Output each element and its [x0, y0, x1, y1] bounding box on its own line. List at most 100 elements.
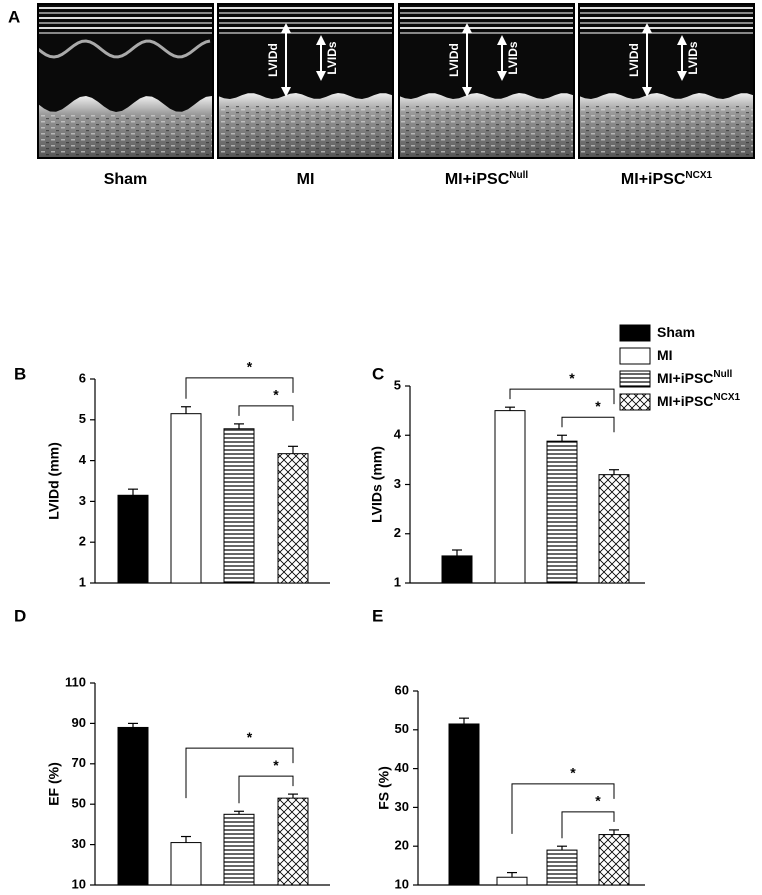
echo-band: [579, 7, 754, 9]
echo-image: [37, 3, 214, 159]
dimension-label: LVIDd: [447, 43, 461, 77]
y-tick-label: 1: [79, 574, 86, 589]
legend-swatch: [619, 370, 651, 388]
y-tick-label: 10: [395, 876, 409, 891]
legend-sup: NCX1: [713, 392, 740, 403]
y-tick-label: 2: [79, 534, 86, 549]
echo-texture: [38, 114, 213, 158]
y-axis-label: EF (%): [46, 762, 62, 806]
y-tick-label: 50: [72, 796, 86, 811]
legend-name: Sham: [657, 324, 695, 340]
echo-band: [38, 27, 213, 29]
echo-band: [399, 17, 574, 19]
echo-band: [579, 12, 754, 14]
significance-bracket: [185, 747, 294, 799]
dimension-label: LVIDs: [686, 41, 700, 74]
echo-frame: [217, 3, 394, 159]
panel-letter: A: [8, 7, 20, 26]
legend-swatch: [619, 324, 651, 342]
echo-frame: [37, 3, 214, 159]
bar: [598, 834, 630, 886]
legend-label: Sham: [657, 324, 695, 340]
y-tick-label: 30: [395, 799, 409, 814]
legend-swatch: [619, 393, 651, 411]
echo-band: [399, 27, 574, 29]
echo-texture: [218, 106, 393, 158]
y-tick-label: 10: [72, 876, 86, 891]
bar: [223, 428, 255, 584]
y-axis-label: LVIDd (mm): [46, 442, 62, 520]
echo-band: [38, 7, 213, 9]
significance-star: *: [570, 765, 576, 781]
echo-band: [218, 7, 393, 9]
y-tick-label: 5: [394, 377, 401, 392]
y-tick-label: 1: [394, 574, 401, 589]
echo-band: [579, 27, 754, 29]
legend-sup: Null: [713, 369, 732, 380]
bar: [277, 453, 309, 584]
significance-bracket: [185, 377, 294, 399]
image-label: Sham: [104, 171, 148, 188]
image-label-sup: Null: [509, 170, 528, 181]
image-label: MI+iPSCNCX1: [621, 170, 713, 189]
y-tick-label: 4: [394, 427, 402, 442]
image-label-text: MI+iPSC: [621, 171, 686, 188]
bar: [441, 555, 473, 584]
echo-band: [218, 17, 393, 19]
panel-letter: C: [372, 364, 384, 383]
y-tick-label: 50: [395, 721, 409, 736]
y-tick-label: 70: [72, 755, 86, 770]
significance-bracket: [511, 783, 615, 834]
image-label: MI: [297, 171, 315, 188]
significance-star: *: [247, 359, 253, 375]
panel-letter: D: [14, 606, 26, 625]
echo-texture: [399, 106, 574, 158]
echo-band: [399, 22, 574, 24]
bar: [170, 413, 202, 584]
dimension-label: LVIDd: [627, 43, 641, 77]
y-tick-label: 20: [395, 838, 409, 853]
legend-name: MI: [657, 347, 673, 363]
dimension-label: LVIDd: [266, 43, 280, 77]
echo-texture: [579, 106, 754, 158]
bar: [223, 813, 255, 886]
bar: [117, 494, 149, 584]
echo-band: [218, 27, 393, 29]
y-tick-label: 3: [79, 493, 86, 508]
echo-band: [38, 17, 213, 19]
significance-bracket: [238, 775, 294, 804]
y-tick-label: 2: [394, 525, 401, 540]
echo-band: [218, 12, 393, 14]
echo-band: [38, 22, 213, 24]
legend-swatch: [619, 347, 651, 365]
y-tick-label: 60: [395, 682, 409, 697]
y-tick-label: 40: [395, 760, 409, 775]
echo-septum: [37, 39, 211, 59]
significance-star: *: [595, 398, 601, 414]
y-tick-label: 90: [72, 715, 86, 730]
significance-bracket: [509, 388, 615, 405]
panel-letter: E: [372, 606, 383, 625]
legend-label: MI+iPSCNCX1: [657, 392, 741, 409]
echo-frame: [398, 3, 575, 159]
echo-image: [578, 3, 755, 159]
legend-name: MI+iPSC: [657, 393, 713, 409]
image-label-sup: NCX1: [685, 170, 712, 181]
y-tick-label: 3: [394, 476, 401, 491]
bar: [117, 726, 149, 886]
echo-band: [218, 32, 393, 34]
y-axis-label: LVIDs (mm): [369, 446, 385, 523]
bar: [277, 797, 309, 886]
dimension-label: LVIDs: [325, 41, 339, 74]
image-label: MI+iPSCNull: [445, 170, 529, 189]
panel-letter: B: [14, 364, 26, 383]
y-tick-label: 5: [79, 411, 86, 426]
echo-image: [217, 3, 394, 159]
image-label-text: MI+iPSC: [445, 171, 510, 188]
bar: [546, 849, 578, 886]
echo-image: [398, 3, 575, 159]
echo-band: [399, 7, 574, 9]
echo-band: [579, 17, 754, 19]
legend-name: MI+iPSC: [657, 370, 713, 386]
